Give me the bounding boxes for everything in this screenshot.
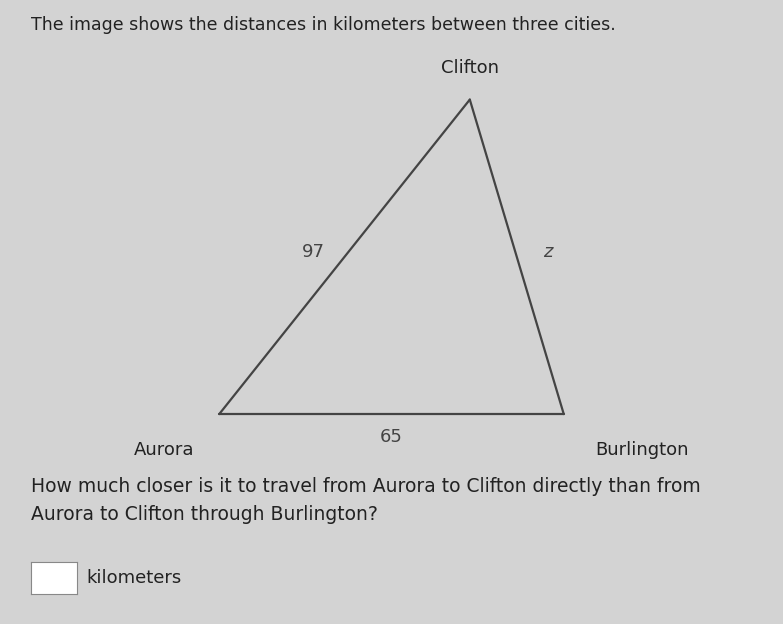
Text: Aurora: Aurora <box>134 441 195 459</box>
Text: 97: 97 <box>301 243 325 261</box>
Text: z: z <box>543 243 553 261</box>
Text: The image shows the distances in kilometers between three cities.: The image shows the distances in kilomet… <box>31 16 616 34</box>
Text: kilometers: kilometers <box>86 569 182 587</box>
Text: Burlington: Burlington <box>595 441 689 459</box>
Text: Clifton: Clifton <box>441 59 499 77</box>
Text: How much closer is it to travel from Aurora to Clifton directly than from
Aurora: How much closer is it to travel from Aur… <box>31 477 701 524</box>
Text: 65: 65 <box>380 427 403 446</box>
